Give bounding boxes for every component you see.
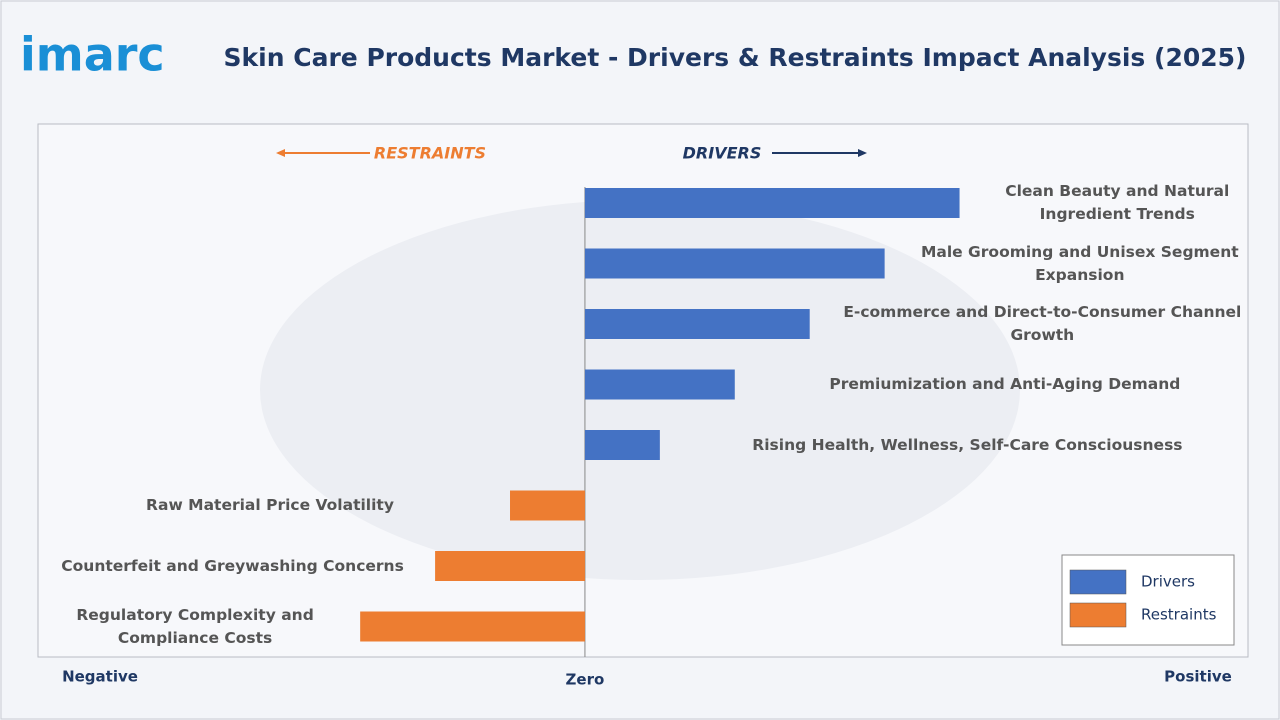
drivers-arrowhead (858, 149, 867, 157)
bar (584, 430, 660, 460)
logo: imarc (20, 28, 165, 82)
category-label: Regulatory Complexity and Compliance Cos… (76, 605, 314, 647)
x-tick-label: Zero (566, 671, 605, 689)
legend-box (1061, 554, 1235, 646)
bar (584, 188, 960, 218)
category-label: Raw Material Price Volatility (146, 496, 394, 514)
bar (510, 490, 585, 521)
category-label: Premiumization and Anti-Aging Demand (829, 375, 1181, 393)
bar (435, 551, 585, 581)
bar (584, 309, 810, 339)
category-label: Rising Health, Wellness, Self-Care Consc… (752, 435, 1183, 454)
bar (360, 611, 585, 642)
chart-title: Skin Care Products Market - Drivers & Re… (224, 43, 1247, 72)
drivers-header: DRIVERS (683, 144, 762, 163)
category-label: Male Grooming and Unisex Segment Expansi… (920, 242, 1239, 284)
category-label: Counterfeit and Greywashing Concerns (61, 556, 404, 575)
category-label: Clean Beauty and Natural Ingredient Tren… (1005, 182, 1230, 223)
x-left-label: Negative (62, 668, 138, 686)
x-right-label: Positive (1164, 668, 1232, 686)
bar (584, 369, 735, 400)
legend-swatch (1069, 602, 1127, 628)
bar (584, 248, 885, 279)
legend-label: Drivers (1141, 573, 1195, 591)
legend-label: Restraints (1141, 606, 1217, 624)
restraints-arrowhead (276, 149, 285, 157)
restraints-header: RESTRAINTS (374, 144, 486, 163)
legend-swatch (1069, 569, 1127, 595)
category-label: E-commerce and Direct-to-Consumer Channe… (843, 303, 1242, 344)
